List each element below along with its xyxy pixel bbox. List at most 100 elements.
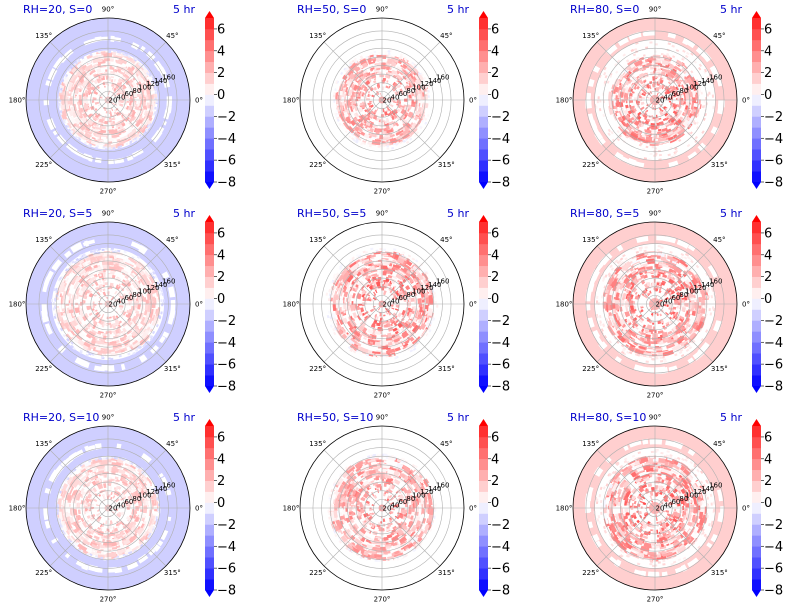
angle-tick-label: 270° xyxy=(374,188,391,196)
colorbar-segment xyxy=(479,72,488,84)
field-cell xyxy=(366,51,370,54)
field-cell xyxy=(655,76,659,79)
field-gap xyxy=(139,45,146,53)
field-cell xyxy=(597,96,600,100)
field-cell xyxy=(420,73,424,77)
field-cell xyxy=(414,94,417,98)
field-gap xyxy=(709,65,718,75)
field-cell xyxy=(398,60,403,65)
field-cell xyxy=(65,74,69,78)
field-cell xyxy=(127,69,135,77)
colorbar-segment xyxy=(479,94,488,106)
field-cell xyxy=(403,56,407,60)
field-cell xyxy=(382,271,387,276)
colorbar-segment xyxy=(752,50,761,63)
field-cell xyxy=(94,108,98,112)
field-cell xyxy=(64,124,68,129)
field-cell xyxy=(665,114,671,119)
colorbar-tick-label: 6 xyxy=(217,226,225,241)
field-cell xyxy=(76,58,80,63)
field-cell xyxy=(78,77,84,84)
field-gap xyxy=(43,100,50,106)
field-cell xyxy=(97,113,101,117)
field-cell xyxy=(93,117,98,121)
field-cell xyxy=(339,94,342,99)
field-cell xyxy=(383,144,386,147)
field-cell xyxy=(127,127,133,133)
field-cell xyxy=(124,120,130,126)
field-gap xyxy=(422,138,431,147)
field-cell xyxy=(86,56,94,63)
colorbar-tick-label: −8 xyxy=(217,176,236,191)
field-cell xyxy=(420,119,424,123)
colorbar-tick-label: 2 xyxy=(217,66,225,81)
polar-panel: 90°45°0°315°270°225°180°135°20 40 60 801001… xyxy=(556,3,784,196)
field-cell xyxy=(402,129,409,136)
radial-tick-label: 20 xyxy=(383,97,392,105)
polar-panel: 90°45°0°315°270°225°180°135°20 40 60 801001… xyxy=(283,3,511,196)
field-cell xyxy=(68,68,72,72)
field-cell xyxy=(108,51,112,54)
field-cell xyxy=(409,128,417,136)
field-cell xyxy=(109,112,113,117)
radial-tick-label: 60 xyxy=(398,90,407,98)
field-cell xyxy=(134,106,140,111)
panel-time-label: 5 hr xyxy=(447,3,469,16)
field-cell xyxy=(118,51,122,54)
panel-title: RH=20, S=0 xyxy=(23,3,92,16)
colorbar-tick-label: −2 xyxy=(217,110,236,125)
field-cell xyxy=(372,80,377,84)
angular-gridline xyxy=(381,41,441,101)
field-cell xyxy=(87,88,92,94)
field-cell xyxy=(427,84,431,88)
field-cell xyxy=(375,57,383,62)
field-cell xyxy=(87,119,94,126)
field-cell xyxy=(89,53,93,56)
colorbar-segment xyxy=(205,116,214,128)
colorbar-segment xyxy=(205,171,214,183)
field-cell xyxy=(73,132,78,137)
panel-time-label: 5 hr xyxy=(173,3,195,16)
field-cell xyxy=(392,74,397,79)
field-cell xyxy=(376,107,379,112)
field-cell xyxy=(67,91,72,97)
colorbar-segment xyxy=(205,72,214,84)
field-cell xyxy=(94,146,98,150)
field-cell xyxy=(87,74,93,81)
field-cell xyxy=(396,129,404,136)
field-cell xyxy=(385,117,390,123)
field-cell xyxy=(424,121,428,125)
field-cell xyxy=(658,153,662,157)
field-cell xyxy=(108,137,114,142)
field-cell xyxy=(338,117,342,121)
field-cell xyxy=(642,79,647,83)
field-cell xyxy=(402,114,408,120)
field-gap xyxy=(439,105,446,114)
field-cell xyxy=(351,104,356,109)
angular-gridline xyxy=(49,99,109,159)
field-cell xyxy=(386,129,393,134)
field-cell xyxy=(413,115,419,122)
field-cell xyxy=(629,100,634,104)
field-gap xyxy=(351,39,364,49)
field-cell xyxy=(87,60,92,64)
field-cell xyxy=(80,116,87,123)
field-cell xyxy=(422,79,425,83)
field-cell xyxy=(708,91,711,95)
colorbar-segment xyxy=(205,222,214,234)
radial-tick-label: 80 xyxy=(132,87,141,95)
field-cell xyxy=(113,49,117,53)
field-cell xyxy=(63,118,66,122)
field-cell xyxy=(110,71,115,75)
field-cell xyxy=(364,109,368,113)
colorbar-segment xyxy=(205,254,214,267)
field-cell xyxy=(417,84,422,91)
field-cell xyxy=(391,100,396,102)
colorbar-segment xyxy=(752,116,761,128)
field-cell xyxy=(355,138,359,142)
colorbar-segment xyxy=(205,160,214,172)
field-cell xyxy=(375,129,381,133)
colorbar-segment xyxy=(479,375,488,387)
colorbar-segment xyxy=(205,94,214,106)
field-cell xyxy=(411,99,415,104)
